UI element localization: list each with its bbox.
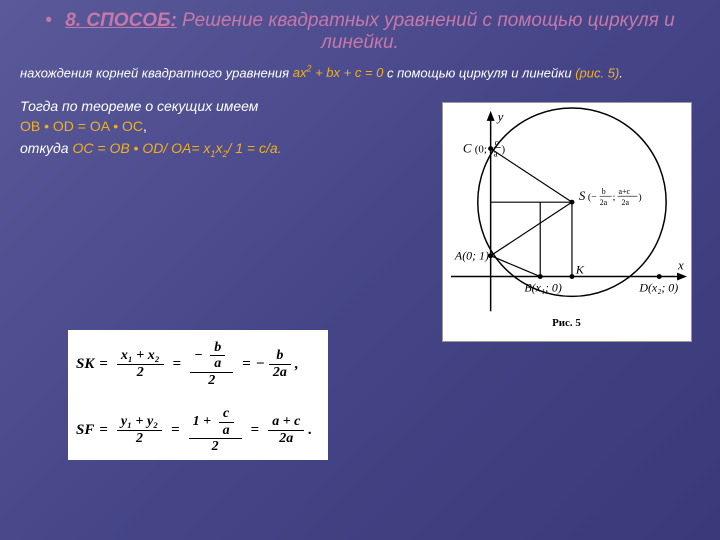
method-number: 8. СПОСОБ: (65, 10, 177, 31)
x-axis-label: x (677, 259, 684, 273)
svg-text:A(0; 1): A(0; 1) (454, 249, 489, 263)
y-axis-label: y (496, 110, 504, 124)
eq2-prefix: откуда (20, 140, 72, 156)
equation: ах2 + bх + с = 0 (293, 65, 387, 80)
diagram-image: y x C (0; c a ) S (− b 2a ; a+c (442, 102, 692, 342)
page-title: • 8. СПОСОБ: Решение квадратных уравнени… (0, 0, 720, 60)
svg-text:S: S (579, 189, 586, 203)
eq1-main: OB • OD = OA • OC (20, 118, 143, 134)
eq2-main: OC = OB • OD/ OA= х1х2/ 1 = c/a. (72, 140, 281, 156)
formula-sk: SK = x₁ + x₂2 = − ba2 = − b2a , (76, 340, 320, 388)
svg-text:c: c (495, 138, 499, 148)
svg-text:C: C (463, 142, 472, 156)
svg-text:;: ; (613, 192, 616, 203)
svg-text:2a: 2a (600, 198, 608, 207)
intro-b: с помощью циркуля и линейки (387, 65, 575, 80)
figure-ref: (рис. 5) (575, 65, 619, 80)
formula-image: SK = x₁ + x₂2 = − ba2 = − b2a , SF = y₁ … (68, 330, 328, 460)
svg-text:a+c: a+c (619, 187, 631, 196)
svg-text:B(x₁; 0): B(x₁; 0) (524, 280, 562, 294)
svg-text:): ) (638, 192, 641, 203)
svg-text:(0;: (0; (475, 144, 487, 156)
method-title: Решение квадратных уравнений с помощью ц… (182, 10, 674, 53)
svg-text:b: b (602, 187, 606, 196)
formula-sf: SF = y₁ + y₂2 = 1 + ca2 = a + c2a . (76, 406, 320, 454)
intro-a: нахождения корней квадратного уравнения (20, 65, 293, 80)
svg-text:2a: 2a (622, 198, 630, 207)
bullet: • (45, 10, 52, 31)
svg-text:D(x₂; 0): D(x₂; 0) (638, 280, 678, 294)
svg-text:a: a (494, 149, 498, 159)
svg-text:): ) (502, 144, 506, 156)
svg-text:Рис. 5: Рис. 5 (552, 317, 581, 329)
intro-text: нахождения корней квадратного уравнения … (20, 64, 700, 80)
svg-text:(−: (− (588, 192, 597, 203)
svg-text:K: K (575, 263, 585, 277)
